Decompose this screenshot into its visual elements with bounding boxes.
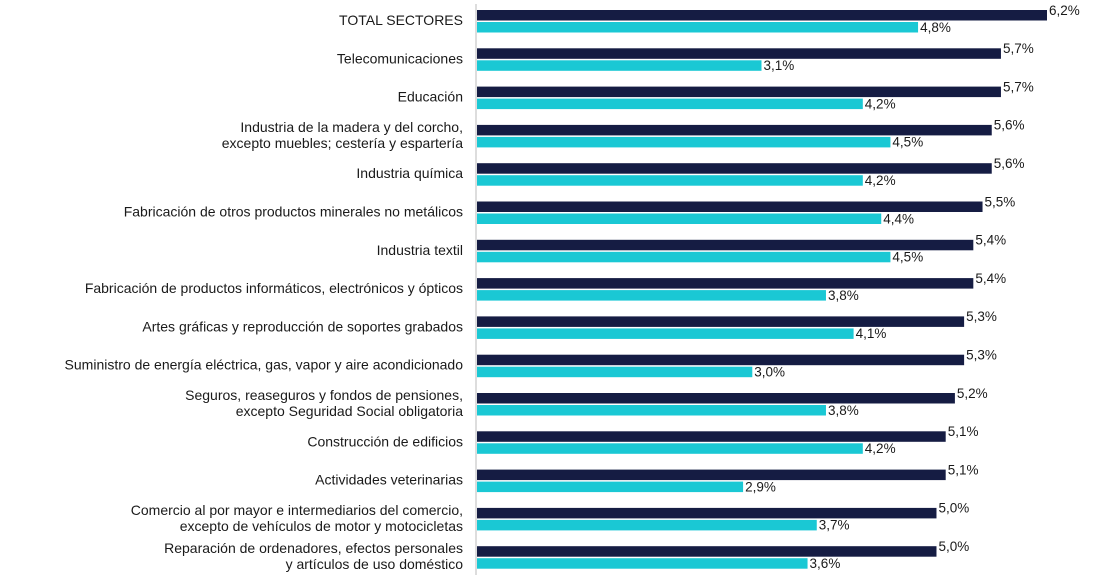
bar bbox=[477, 393, 955, 404]
category-label: Industria de la madera y del corcho, bbox=[240, 119, 463, 135]
value-label: 4,8% bbox=[920, 20, 951, 35]
category-label: Industria química bbox=[356, 165, 463, 181]
value-label: 2,9% bbox=[745, 479, 776, 494]
bar bbox=[477, 366, 753, 378]
value-label: 5,4% bbox=[975, 233, 1006, 248]
category-label: Artes gráficas y reproducción de soporte… bbox=[142, 318, 463, 334]
bar bbox=[477, 86, 1001, 98]
value-label: 3,7% bbox=[819, 518, 850, 533]
bar bbox=[477, 10, 1047, 21]
value-label: 5,0% bbox=[938, 539, 969, 554]
category-label: Industria textil bbox=[377, 242, 463, 258]
bar bbox=[477, 354, 965, 366]
bar bbox=[477, 98, 863, 110]
value-label: 4,2% bbox=[865, 441, 896, 456]
category-label: Comercio al por mayor e intermediarios d… bbox=[131, 502, 463, 518]
value-label: 3,0% bbox=[754, 365, 785, 380]
bar bbox=[477, 278, 974, 289]
value-label: 3,6% bbox=[810, 556, 841, 571]
category-label: excepto Seguridad Social obligatoria bbox=[236, 403, 463, 419]
bar bbox=[477, 469, 946, 481]
bar bbox=[477, 519, 817, 531]
value-label: 5,7% bbox=[1003, 41, 1034, 56]
value-label: 3,8% bbox=[828, 403, 859, 418]
value-label: 4,2% bbox=[865, 173, 896, 188]
value-label: 5,7% bbox=[1003, 79, 1034, 94]
bar bbox=[477, 163, 992, 174]
bar bbox=[477, 175, 863, 186]
value-label: 5,1% bbox=[948, 424, 979, 439]
category-label: Construcción de edificios bbox=[307, 433, 463, 449]
bar bbox=[477, 60, 762, 71]
value-label: 4,2% bbox=[865, 96, 896, 111]
value-label: 5,6% bbox=[994, 156, 1025, 171]
bar bbox=[477, 558, 808, 569]
category-label: y artículos de uso doméstico bbox=[286, 556, 464, 572]
bar bbox=[477, 546, 937, 557]
bar bbox=[477, 213, 882, 224]
category-label: Telecomunicaciones bbox=[337, 50, 463, 66]
value-label: 5,3% bbox=[966, 309, 997, 324]
category-label: excepto muebles; cestería y espartería bbox=[222, 135, 463, 151]
bar bbox=[477, 507, 937, 519]
category-label: Actividades veterinarias bbox=[315, 472, 463, 488]
value-label: 5,5% bbox=[985, 194, 1016, 209]
value-label: 5,3% bbox=[966, 348, 997, 363]
value-label: 4,5% bbox=[892, 250, 923, 265]
value-label: 6,2% bbox=[1049, 3, 1080, 18]
bar bbox=[477, 48, 1001, 59]
bar bbox=[477, 136, 891, 148]
category-label: Seguros, reaseguros y fondos de pensione… bbox=[185, 387, 463, 403]
bar bbox=[477, 22, 919, 33]
bar bbox=[477, 239, 974, 251]
category-label: excepto de vehículos de motor y motocicl… bbox=[180, 518, 463, 534]
category-label: Educación bbox=[398, 89, 463, 105]
value-label: 5,1% bbox=[948, 462, 979, 477]
value-label: 4,1% bbox=[856, 326, 887, 341]
value-label: 3,1% bbox=[764, 58, 795, 73]
bar bbox=[477, 316, 965, 327]
bar bbox=[477, 251, 891, 263]
bar bbox=[477, 201, 983, 212]
bar bbox=[477, 481, 744, 493]
category-label: Fabricación de productos informáticos, e… bbox=[85, 280, 463, 296]
value-label: 4,5% bbox=[892, 135, 923, 150]
category-label: TOTAL SECTORES bbox=[339, 12, 463, 28]
value-label: 5,0% bbox=[938, 501, 969, 516]
value-label: 4,4% bbox=[883, 211, 914, 226]
category-label: Fabricación de otros productos minerales… bbox=[124, 203, 463, 219]
bar bbox=[477, 431, 946, 442]
value-label: 5,4% bbox=[975, 271, 1006, 286]
bar bbox=[477, 405, 826, 416]
value-label: 5,6% bbox=[994, 118, 1025, 133]
category-label: Reparación de ordenadores, efectos perso… bbox=[164, 540, 463, 556]
category-label: Suministro de energía eléctrica, gas, va… bbox=[65, 357, 464, 373]
value-label: 3,8% bbox=[828, 288, 859, 303]
bar bbox=[477, 124, 992, 136]
bar bbox=[477, 290, 826, 301]
value-label: 5,2% bbox=[957, 386, 988, 401]
bar bbox=[477, 443, 863, 454]
bar bbox=[477, 328, 854, 339]
